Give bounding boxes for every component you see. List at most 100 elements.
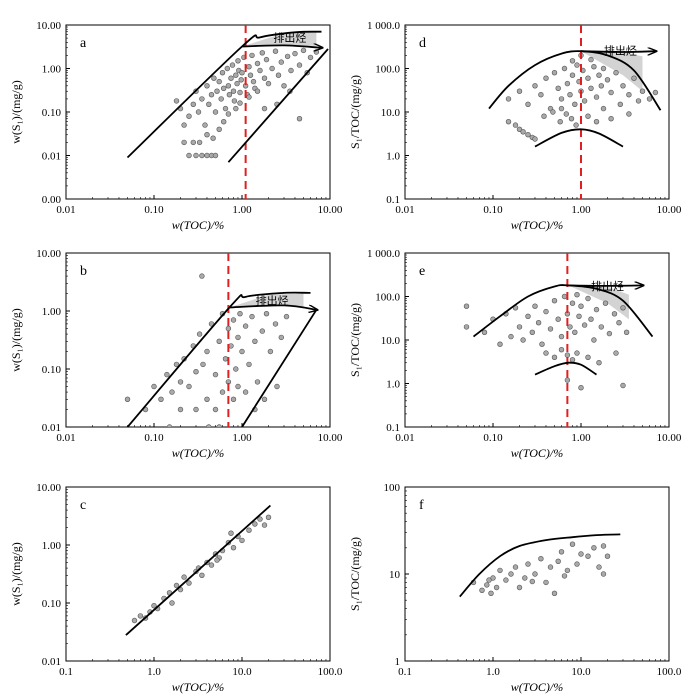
data-point	[186, 113, 192, 119]
x-tick-label: 0.10	[144, 432, 164, 444]
data-point	[199, 96, 205, 102]
data-point	[626, 91, 632, 98]
data-point	[254, 60, 261, 67]
data-point	[250, 78, 257, 85]
data-point	[611, 311, 618, 317]
data-point	[608, 115, 614, 122]
data-point	[288, 67, 294, 74]
data-point	[218, 96, 224, 102]
data-point	[252, 338, 258, 344]
data-point	[613, 69, 619, 76]
data-point	[181, 139, 187, 146]
plot-area	[131, 514, 272, 624]
data-point	[558, 347, 565, 353]
data-point	[588, 56, 594, 63]
data-point	[281, 83, 287, 89]
data-point	[237, 311, 243, 317]
plot-frame	[65, 252, 331, 428]
data-point	[261, 396, 268, 402]
data-point	[233, 105, 239, 112]
data-point	[593, 306, 600, 313]
x-tick-label: 10.00	[657, 432, 682, 444]
data-point	[292, 50, 298, 57]
data-point	[259, 328, 265, 334]
data-point	[525, 313, 531, 319]
y-tick-label: 0.01	[42, 151, 61, 163]
data-point	[616, 320, 622, 326]
y-tick-label: 1.00	[42, 64, 62, 76]
data-point	[252, 521, 258, 527]
x-tick-label: 0.01	[395, 204, 414, 216]
data-point	[212, 152, 219, 159]
data-point	[278, 334, 284, 341]
data-point	[151, 602, 157, 609]
y-tick-label: 100	[384, 482, 401, 494]
data-point	[239, 348, 245, 355]
data-point	[585, 75, 591, 81]
panel-b: 0.01 0.10 1.00 10.00 0.01 0.10 1.00 10.00 w(TOC)…	[9, 248, 343, 460]
y-tick-label: 10	[389, 569, 401, 581]
data-point	[646, 96, 653, 102]
data-point	[186, 580, 192, 586]
x-tick-label: 100.0	[657, 666, 682, 678]
x-axis-label: w(TOC)/%	[172, 218, 224, 232]
data-point	[596, 360, 602, 366]
data-point	[652, 89, 659, 96]
data-point	[216, 338, 222, 344]
data-point	[551, 69, 558, 76]
data-point	[497, 341, 503, 347]
x-axis-label: w(TOC)/%	[511, 218, 563, 232]
data-point	[535, 320, 542, 326]
data-point	[558, 333, 565, 340]
data-point	[558, 105, 565, 112]
data-point	[574, 561, 580, 567]
data-point	[263, 311, 270, 317]
y-tick-label: 0.1	[386, 194, 400, 206]
data-point	[216, 424, 222, 427]
expelled-hydrocarbon-shade	[229, 293, 304, 308]
data-point	[516, 88, 523, 94]
data-point	[574, 292, 580, 298]
data-point	[598, 324, 604, 330]
x-tick-label: 0.01	[395, 432, 414, 444]
data-point	[564, 352, 571, 358]
curve-upper	[126, 30, 322, 159]
data-point	[600, 571, 607, 577]
data-point	[555, 316, 561, 322]
data-point	[604, 77, 611, 83]
y-axis-label: w(S₁)/(mg/g)	[9, 542, 23, 606]
data-point	[550, 109, 556, 115]
data-point	[158, 396, 164, 402]
data-point	[604, 553, 611, 559]
y-axis-label: w(S₁)/(mg/g)	[9, 80, 23, 144]
panel-letter: d	[419, 36, 426, 51]
data-point	[574, 350, 580, 356]
data-point	[263, 56, 270, 63]
expelled-hydrocarbon-shade	[242, 31, 317, 47]
panel-e: 0.01 0.10 1.00 10.00 0.1 1.0 10.0 100.0 1 000.0 w…	[348, 248, 682, 460]
panel-a: 0.01 0.10 1.00 10.000.000.010.101.0010.00w(…	[9, 20, 343, 232]
curve-arrow	[229, 304, 316, 309]
x-axis-label: w(TOC)/%	[511, 446, 563, 460]
data-point	[166, 424, 173, 427]
data-point	[278, 59, 284, 65]
y-tick-label: 10.00	[36, 482, 61, 494]
panel-f: 0.1 1.0 10.0 100.0 1 10 100 w(TOC)/% S₁/TOC/(mg/…	[348, 482, 682, 694]
data-point	[186, 383, 192, 390]
data-point	[272, 48, 279, 54]
data-point	[572, 329, 578, 335]
data-point	[558, 549, 565, 555]
data-point	[532, 83, 538, 89]
panel-letter: b	[80, 264, 87, 279]
data-point	[313, 49, 320, 55]
panel-letter: a	[80, 36, 87, 51]
data-point	[181, 122, 187, 128]
data-point	[635, 98, 642, 104]
data-point	[600, 65, 607, 72]
plot-area	[470, 541, 611, 596]
data-point	[569, 72, 576, 78]
data-point	[249, 52, 255, 59]
data-point	[137, 613, 144, 619]
data-point	[214, 88, 220, 94]
data-point	[551, 354, 558, 360]
